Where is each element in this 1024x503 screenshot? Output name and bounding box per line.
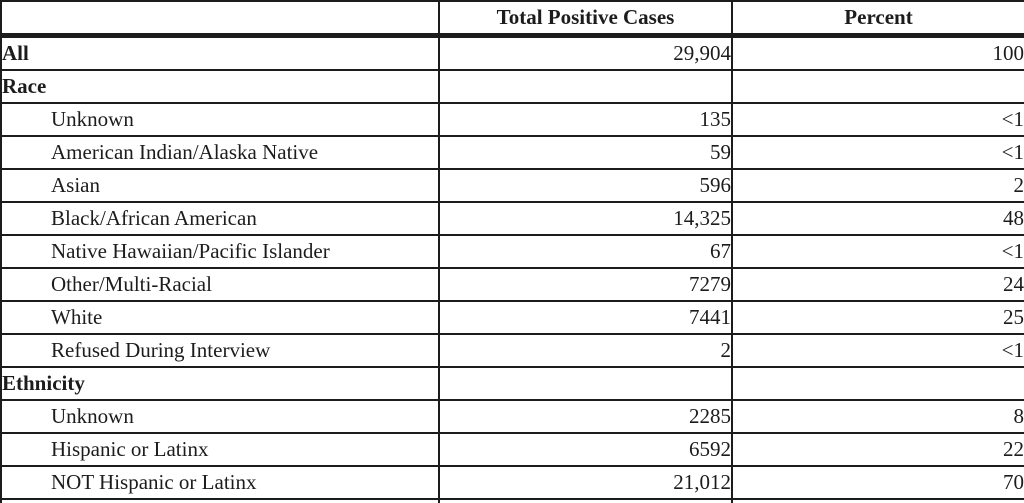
- cases-value: 2: [438, 333, 733, 368]
- cases-value: 7279: [438, 267, 733, 302]
- percent-value: [731, 69, 1024, 104]
- table-row-hispanic-or-latinx: Hispanic or Latinx 6592 22: [0, 432, 1024, 467]
- header-total-positive-cases: Total Positive Cases: [438, 0, 733, 38]
- header-row: Total Positive Cases Percent: [0, 0, 1024, 38]
- cases-value: 6592: [438, 432, 733, 467]
- header-empty-cell: [0, 0, 440, 38]
- percent-value: <1: [731, 135, 1024, 170]
- percent-value: 100: [731, 34, 1024, 71]
- percent-value: <1: [731, 498, 1024, 503]
- row-label: All: [0, 34, 440, 71]
- cases-value: 67: [438, 234, 733, 269]
- cases-value: 14,325: [438, 201, 733, 236]
- row-label: American Indian/Alaska Native: [0, 135, 440, 170]
- table-row-ethnicity-refused-during-interview: Refused During Interview 15 <1: [0, 498, 1024, 503]
- row-label: Black/African American: [0, 201, 440, 236]
- table-row-american-indian-alaska-native: American Indian/Alaska Native 59 <1: [0, 135, 1024, 170]
- cases-value: 7441: [438, 300, 733, 335]
- percent-value: 25: [731, 300, 1024, 335]
- table-row-race-unknown: Unknown 135 <1: [0, 102, 1024, 137]
- row-label: Refused During Interview: [0, 333, 440, 368]
- cases-value: [438, 366, 733, 401]
- table-row-other-multi-racial: Other/Multi-Racial 7279 24: [0, 267, 1024, 302]
- cases-value: 596: [438, 168, 733, 203]
- cases-value: [438, 69, 733, 104]
- percent-value: <1: [731, 234, 1024, 269]
- table-row-white: White 7441 25: [0, 300, 1024, 335]
- cases-value: 135: [438, 102, 733, 137]
- table-body: All 29,904 100 Race Unknown 135 <1 Ameri…: [0, 34, 1024, 503]
- table-row-race-refused-during-interview: Refused During Interview 2 <1: [0, 333, 1024, 368]
- cases-value: 59: [438, 135, 733, 170]
- cases-value: 21,012: [438, 465, 733, 500]
- percent-value: 48: [731, 201, 1024, 236]
- table-row-not-hispanic-or-latinx: NOT Hispanic or Latinx 21,012 70: [0, 465, 1024, 500]
- table-row-race-section: Race: [0, 69, 1024, 104]
- cases-value: 15: [438, 498, 733, 503]
- table-row-ethnicity-section: Ethnicity: [0, 366, 1024, 401]
- row-label: Unknown: [0, 399, 440, 434]
- row-label: NOT Hispanic or Latinx: [0, 465, 440, 500]
- table-row-black-african-american: Black/African American 14,325 48: [0, 201, 1024, 236]
- row-label: Race: [0, 69, 440, 104]
- table-row-asian: Asian 596 2: [0, 168, 1024, 203]
- percent-value: <1: [731, 333, 1024, 368]
- percent-value: 70: [731, 465, 1024, 500]
- row-label: Refused During Interview: [0, 498, 440, 503]
- header-percent: Percent: [731, 0, 1024, 38]
- percent-value: 24: [731, 267, 1024, 302]
- cases-value: 2285: [438, 399, 733, 434]
- table-row-native-hawaiian-pacific-islander: Native Hawaiian/Pacific Islander 67 <1: [0, 234, 1024, 269]
- percent-value: 2: [731, 168, 1024, 203]
- table-row-ethnicity-unknown: Unknown 2285 8: [0, 399, 1024, 434]
- row-label: Other/Multi-Racial: [0, 267, 440, 302]
- percent-value: <1: [731, 102, 1024, 137]
- row-label: Ethnicity: [0, 366, 440, 401]
- row-label: Asian: [0, 168, 440, 203]
- percent-value: 8: [731, 399, 1024, 434]
- row-label: Native Hawaiian/Pacific Islander: [0, 234, 440, 269]
- row-label: Unknown: [0, 102, 440, 137]
- row-label: Hispanic or Latinx: [0, 432, 440, 467]
- cases-value: 29,904: [438, 34, 733, 71]
- table-row-all: All 29,904 100: [0, 34, 1024, 71]
- table-header: Total Positive Cases Percent: [0, 0, 1024, 38]
- row-label: White: [0, 300, 440, 335]
- percent-value: 22: [731, 432, 1024, 467]
- percent-value: [731, 366, 1024, 401]
